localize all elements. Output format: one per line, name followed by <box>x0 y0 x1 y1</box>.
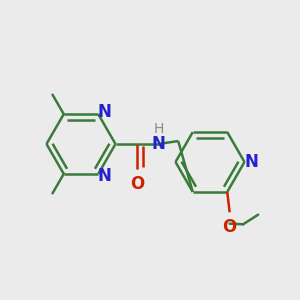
Text: N: N <box>98 103 112 121</box>
Text: H: H <box>154 122 164 136</box>
Text: N: N <box>98 167 112 185</box>
Text: O: O <box>130 175 144 193</box>
Text: O: O <box>223 218 237 236</box>
Text: N: N <box>152 135 166 153</box>
Text: N: N <box>244 153 258 171</box>
